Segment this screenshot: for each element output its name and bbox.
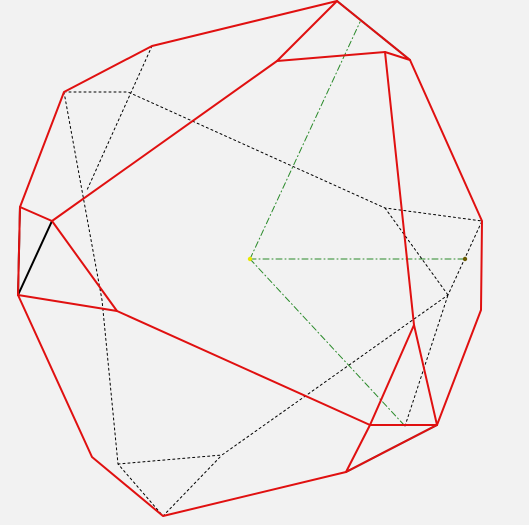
- hidden-edge: [86, 45, 153, 191]
- hidden-edges-group: [63, 45, 483, 517]
- red-edge: [19, 60, 278, 222]
- points-group: [247, 256, 468, 262]
- red-edge: [369, 324, 415, 426]
- red-edge: [276, 0, 411, 62]
- black-edge: [17, 220, 53, 296]
- hidden-edge: [63, 91, 164, 517]
- red-edges-group: [17, 0, 483, 517]
- axis-line: [249, 21, 361, 260]
- black-edges-group: [17, 0, 438, 473]
- marker-point: [462, 256, 468, 262]
- outline-edge: [17, 0, 483, 517]
- hidden-edge: [384, 207, 449, 296]
- red-edge: [116, 310, 438, 426]
- axis-lines-group: [249, 21, 466, 427]
- hidden-edge: [117, 220, 483, 465]
- hidden-edge: [162, 454, 223, 517]
- center-point: [247, 256, 253, 262]
- hidden-edge: [63, 91, 483, 222]
- red-edge: [17, 220, 118, 312]
- red-edge: [345, 424, 371, 473]
- axis-line: [249, 258, 406, 427]
- red-edge: [384, 51, 438, 426]
- hidden-edge: [404, 294, 449, 427]
